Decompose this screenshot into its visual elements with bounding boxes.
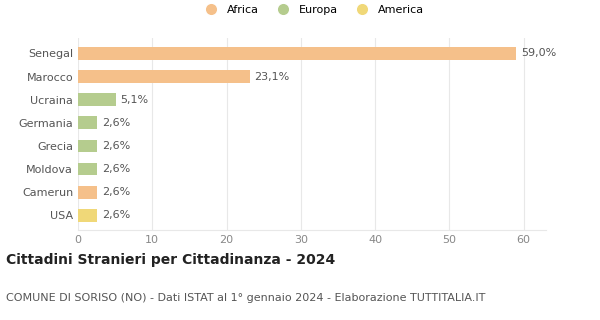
Text: 23,1%: 23,1% — [254, 72, 289, 82]
Bar — [78, 163, 97, 175]
Text: COMUNE DI SORISO (NO) - Dati ISTAT al 1° gennaio 2024 - Elaborazione TUTTITALIA.: COMUNE DI SORISO (NO) - Dati ISTAT al 1°… — [6, 293, 485, 303]
Text: 59,0%: 59,0% — [521, 49, 556, 59]
Bar — [78, 47, 516, 60]
Text: Cittadini Stranieri per Cittadinanza - 2024: Cittadini Stranieri per Cittadinanza - 2… — [6, 253, 335, 267]
Text: 2,6%: 2,6% — [102, 118, 130, 128]
Bar — [78, 70, 250, 83]
Text: 2,6%: 2,6% — [102, 187, 130, 197]
Text: 5,1%: 5,1% — [121, 95, 148, 105]
Bar — [78, 186, 97, 198]
Bar — [78, 140, 97, 152]
Text: 2,6%: 2,6% — [102, 164, 130, 174]
Legend: Africa, Europa, America: Africa, Europa, America — [197, 2, 427, 18]
Bar — [78, 116, 97, 129]
Bar — [78, 93, 116, 106]
Text: 2,6%: 2,6% — [102, 141, 130, 151]
Text: 2,6%: 2,6% — [102, 210, 130, 220]
Bar — [78, 209, 97, 222]
